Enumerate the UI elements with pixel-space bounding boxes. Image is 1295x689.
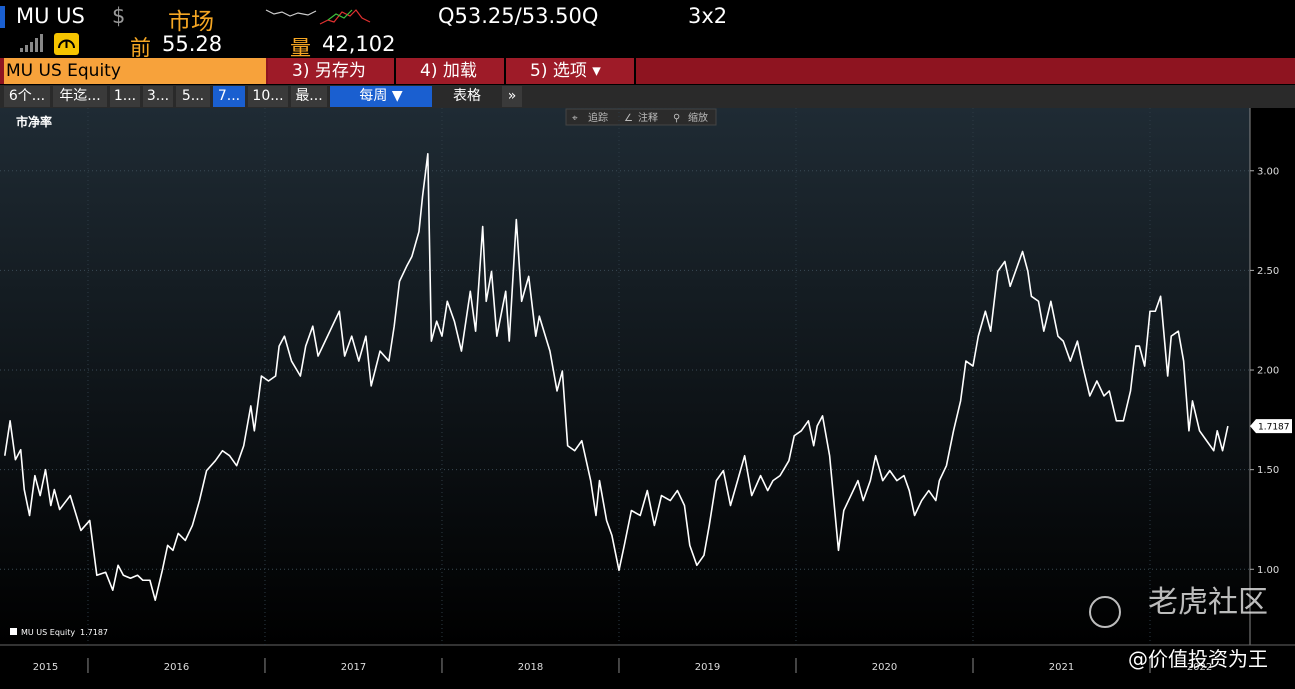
quote: Q53.25/53.50Q: [438, 4, 599, 28]
save-tab[interactable]: 3) 另存为: [268, 58, 396, 84]
x-tick-label: 2021: [1049, 662, 1074, 673]
currency: $: [112, 4, 126, 28]
prev-label: 前: [130, 36, 151, 60]
legend-label: MU US Equity: [21, 628, 75, 637]
ticker: MU US: [16, 4, 85, 28]
tool-track[interactable]: 追踪: [588, 111, 608, 124]
legend-swatch: [10, 628, 17, 635]
more-button[interactable]: »: [502, 86, 522, 107]
range-button[interactable]: 10...: [248, 86, 288, 107]
x-tick-label: 2020: [872, 662, 897, 673]
x-tick-label: 2022: [1187, 662, 1212, 673]
tool-annotate[interactable]: 注释: [638, 111, 658, 124]
range-button[interactable]: 1...: [110, 86, 140, 107]
chart-title: 市净率: [16, 114, 52, 129]
range-button[interactable]: 7...: [213, 86, 245, 107]
range-button[interactable]: 最...: [291, 86, 327, 107]
chart-tools: 追踪 注释 缩放 ⌖ ∠ ⚲: [565, 108, 717, 126]
watermark-author: @价值投资为王: [1128, 647, 1268, 671]
y-tick-label: 1.00: [1257, 565, 1279, 576]
x-tick-label: 2018: [518, 662, 543, 673]
x-tick-label: 2017: [341, 662, 366, 673]
market: 市场: [168, 9, 214, 35]
range-button[interactable]: 年迄...: [53, 86, 107, 107]
range-button[interactable]: 5...: [176, 86, 210, 107]
focus-bar: [0, 6, 5, 28]
volume-label: 量: [290, 36, 311, 60]
frequency-dropdown[interactable]: 每周 ▼: [330, 86, 432, 107]
svg-text:∠: ∠: [624, 113, 633, 124]
watermark-logo: [1089, 596, 1121, 628]
legend: MU US Equity 1.7187: [10, 628, 108, 637]
range-button[interactable]: 6个...: [4, 86, 50, 107]
svg-text:⌖: ⌖: [572, 113, 578, 124]
range-button[interactable]: 3...: [143, 86, 173, 107]
plot-area: [0, 108, 1250, 645]
tool-zoom[interactable]: 缩放: [688, 111, 708, 124]
volume-value: 42,102: [322, 32, 396, 56]
load-tab[interactable]: 4) 加载: [396, 58, 506, 84]
signal-icons: [20, 33, 79, 55]
y-tick-label: 1.50: [1257, 465, 1279, 476]
last-value-box: [1250, 419, 1292, 434]
x-tick-label: 2015: [33, 662, 58, 673]
x-tick-label: 2016: [164, 662, 189, 673]
svg-text:⚲: ⚲: [673, 113, 680, 124]
y-tick-label: 3.00: [1257, 166, 1279, 177]
options-tab[interactable]: 5) 选项 ▾: [506, 58, 636, 84]
menu-bar: MU US Equity 3) 另存为 4) 加载 5) 选项 ▾: [0, 58, 1295, 84]
layout: 3x2: [688, 4, 728, 28]
x-tick-label: 2019: [695, 662, 720, 673]
last-value-label: 1.7187: [1258, 423, 1290, 433]
sparkline: [265, 9, 371, 25]
y-tick-label: 2.00: [1257, 366, 1279, 377]
legend-value: 1.7187: [80, 628, 108, 637]
security-field[interactable]: MU US Equity: [4, 58, 266, 84]
prev-value: 55.28: [162, 32, 223, 56]
y-tick-label: 2.50: [1257, 266, 1279, 277]
toolbar: 6个... 年迄... 1... 3... 5... 7... 10... 最.…: [0, 85, 1295, 108]
table-button[interactable]: 表格: [435, 86, 499, 107]
series-line: [3, 153, 1229, 601]
watermark-brand: 老虎社区: [1148, 585, 1268, 620]
